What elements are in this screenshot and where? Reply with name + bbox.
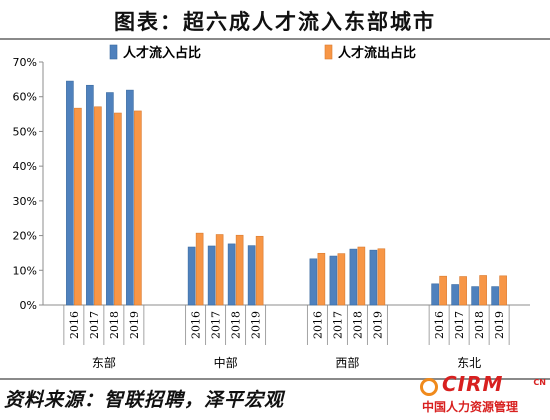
x-tick-label: 2016 bbox=[68, 311, 81, 339]
x-tick-label: 2019 bbox=[128, 311, 141, 339]
legend-swatch-outflow bbox=[324, 44, 333, 60]
inflow-bar bbox=[106, 92, 114, 306]
inflow-bar bbox=[66, 80, 74, 306]
inflow-bar bbox=[431, 283, 439, 306]
inflow-bar bbox=[471, 286, 479, 306]
inflow-bar bbox=[451, 284, 459, 306]
outflow-bar bbox=[479, 275, 487, 306]
y-tick-label: 30% bbox=[13, 195, 37, 208]
logo-ring-icon bbox=[420, 378, 438, 396]
outflow-bar bbox=[377, 248, 386, 306]
outflow-bar bbox=[499, 275, 507, 306]
x-tick-label: 2018 bbox=[108, 311, 121, 339]
x-tick-label: 2019 bbox=[371, 311, 384, 339]
x-tick-label: 2018 bbox=[351, 311, 364, 339]
y-tick-label: 50% bbox=[13, 125, 37, 138]
inflow-bar bbox=[207, 245, 216, 306]
y-tick-label: 60% bbox=[13, 91, 37, 104]
x-tick-label: 2019 bbox=[493, 311, 506, 339]
x-tick-label: 2017 bbox=[453, 311, 466, 339]
x-group-label: 中部 bbox=[214, 355, 238, 370]
inflow-bar bbox=[227, 243, 236, 306]
x-tick-label: 2016 bbox=[433, 311, 446, 339]
outflow-bar bbox=[94, 106, 102, 306]
y-tick-label: 40% bbox=[13, 160, 37, 173]
x-tick-label: 2018 bbox=[473, 311, 486, 339]
x-tick-label: 2018 bbox=[230, 311, 243, 339]
outflow-bar bbox=[459, 276, 467, 306]
outflow-bar bbox=[439, 275, 447, 306]
outflow-bar bbox=[357, 246, 366, 306]
source-note: 资料来源：智联招聘，泽平宏观 bbox=[4, 389, 285, 411]
inflow-bar bbox=[349, 248, 358, 306]
x-tick-label: 2016 bbox=[311, 311, 324, 339]
x-tick-label: 2017 bbox=[331, 311, 344, 339]
watermark-brand: CIRM bbox=[442, 372, 504, 396]
legend-swatch-inflow bbox=[109, 44, 118, 60]
legend-label-outflow: 人才流出占比 bbox=[338, 45, 416, 61]
inflow-bar bbox=[491, 286, 499, 306]
inflow-bar bbox=[309, 258, 318, 306]
outflow-bar bbox=[337, 253, 346, 306]
x-tick-label: 2016 bbox=[190, 311, 203, 339]
chart-title: 图表：超六成人才流入东部城市 bbox=[114, 9, 436, 34]
legend-label-inflow: 人才流入占比 bbox=[123, 45, 201, 61]
top-divider bbox=[0, 38, 550, 40]
inflow-bar bbox=[187, 246, 196, 306]
inflow-bar bbox=[369, 249, 378, 306]
y-tick-label: 10% bbox=[13, 264, 37, 277]
x-tick-label: 2017 bbox=[88, 311, 101, 339]
watermark-cn: CN bbox=[533, 378, 546, 387]
outflow-bar bbox=[114, 112, 122, 306]
outflow-bar bbox=[74, 107, 82, 306]
outflow-bar bbox=[134, 110, 142, 306]
inflow-bar bbox=[329, 255, 338, 306]
outflow-bar bbox=[215, 234, 224, 306]
x-group-label: 东北 bbox=[457, 356, 481, 370]
x-group-label: 西部 bbox=[335, 355, 359, 370]
inflow-bar bbox=[247, 245, 256, 306]
y-tick-label: 20% bbox=[13, 230, 37, 243]
y-tick-label: 0% bbox=[20, 299, 37, 312]
x-tick-label: 2017 bbox=[210, 311, 223, 339]
inflow-bar bbox=[86, 84, 94, 306]
outflow-bar bbox=[255, 235, 264, 306]
inflow-bar bbox=[126, 89, 134, 306]
y-tick-label: 70% bbox=[13, 56, 37, 69]
bottom-divider bbox=[0, 378, 550, 380]
x-tick-label: 2019 bbox=[250, 311, 263, 339]
bar-chart: 0% 10% 20% 30% 40% 50% 60% 70% 2016 2017 2018 2019 东… bbox=[13, 44, 530, 370]
outflow-bar bbox=[195, 232, 204, 306]
watermark-logo: CIRM CN 中国人力资源管理 bbox=[420, 372, 548, 418]
watermark-subtitle: 中国人力资源管理 bbox=[422, 400, 519, 414]
x-group-label: 东部 bbox=[92, 355, 116, 370]
outflow-bar bbox=[235, 234, 244, 306]
outflow-bar bbox=[317, 252, 326, 306]
